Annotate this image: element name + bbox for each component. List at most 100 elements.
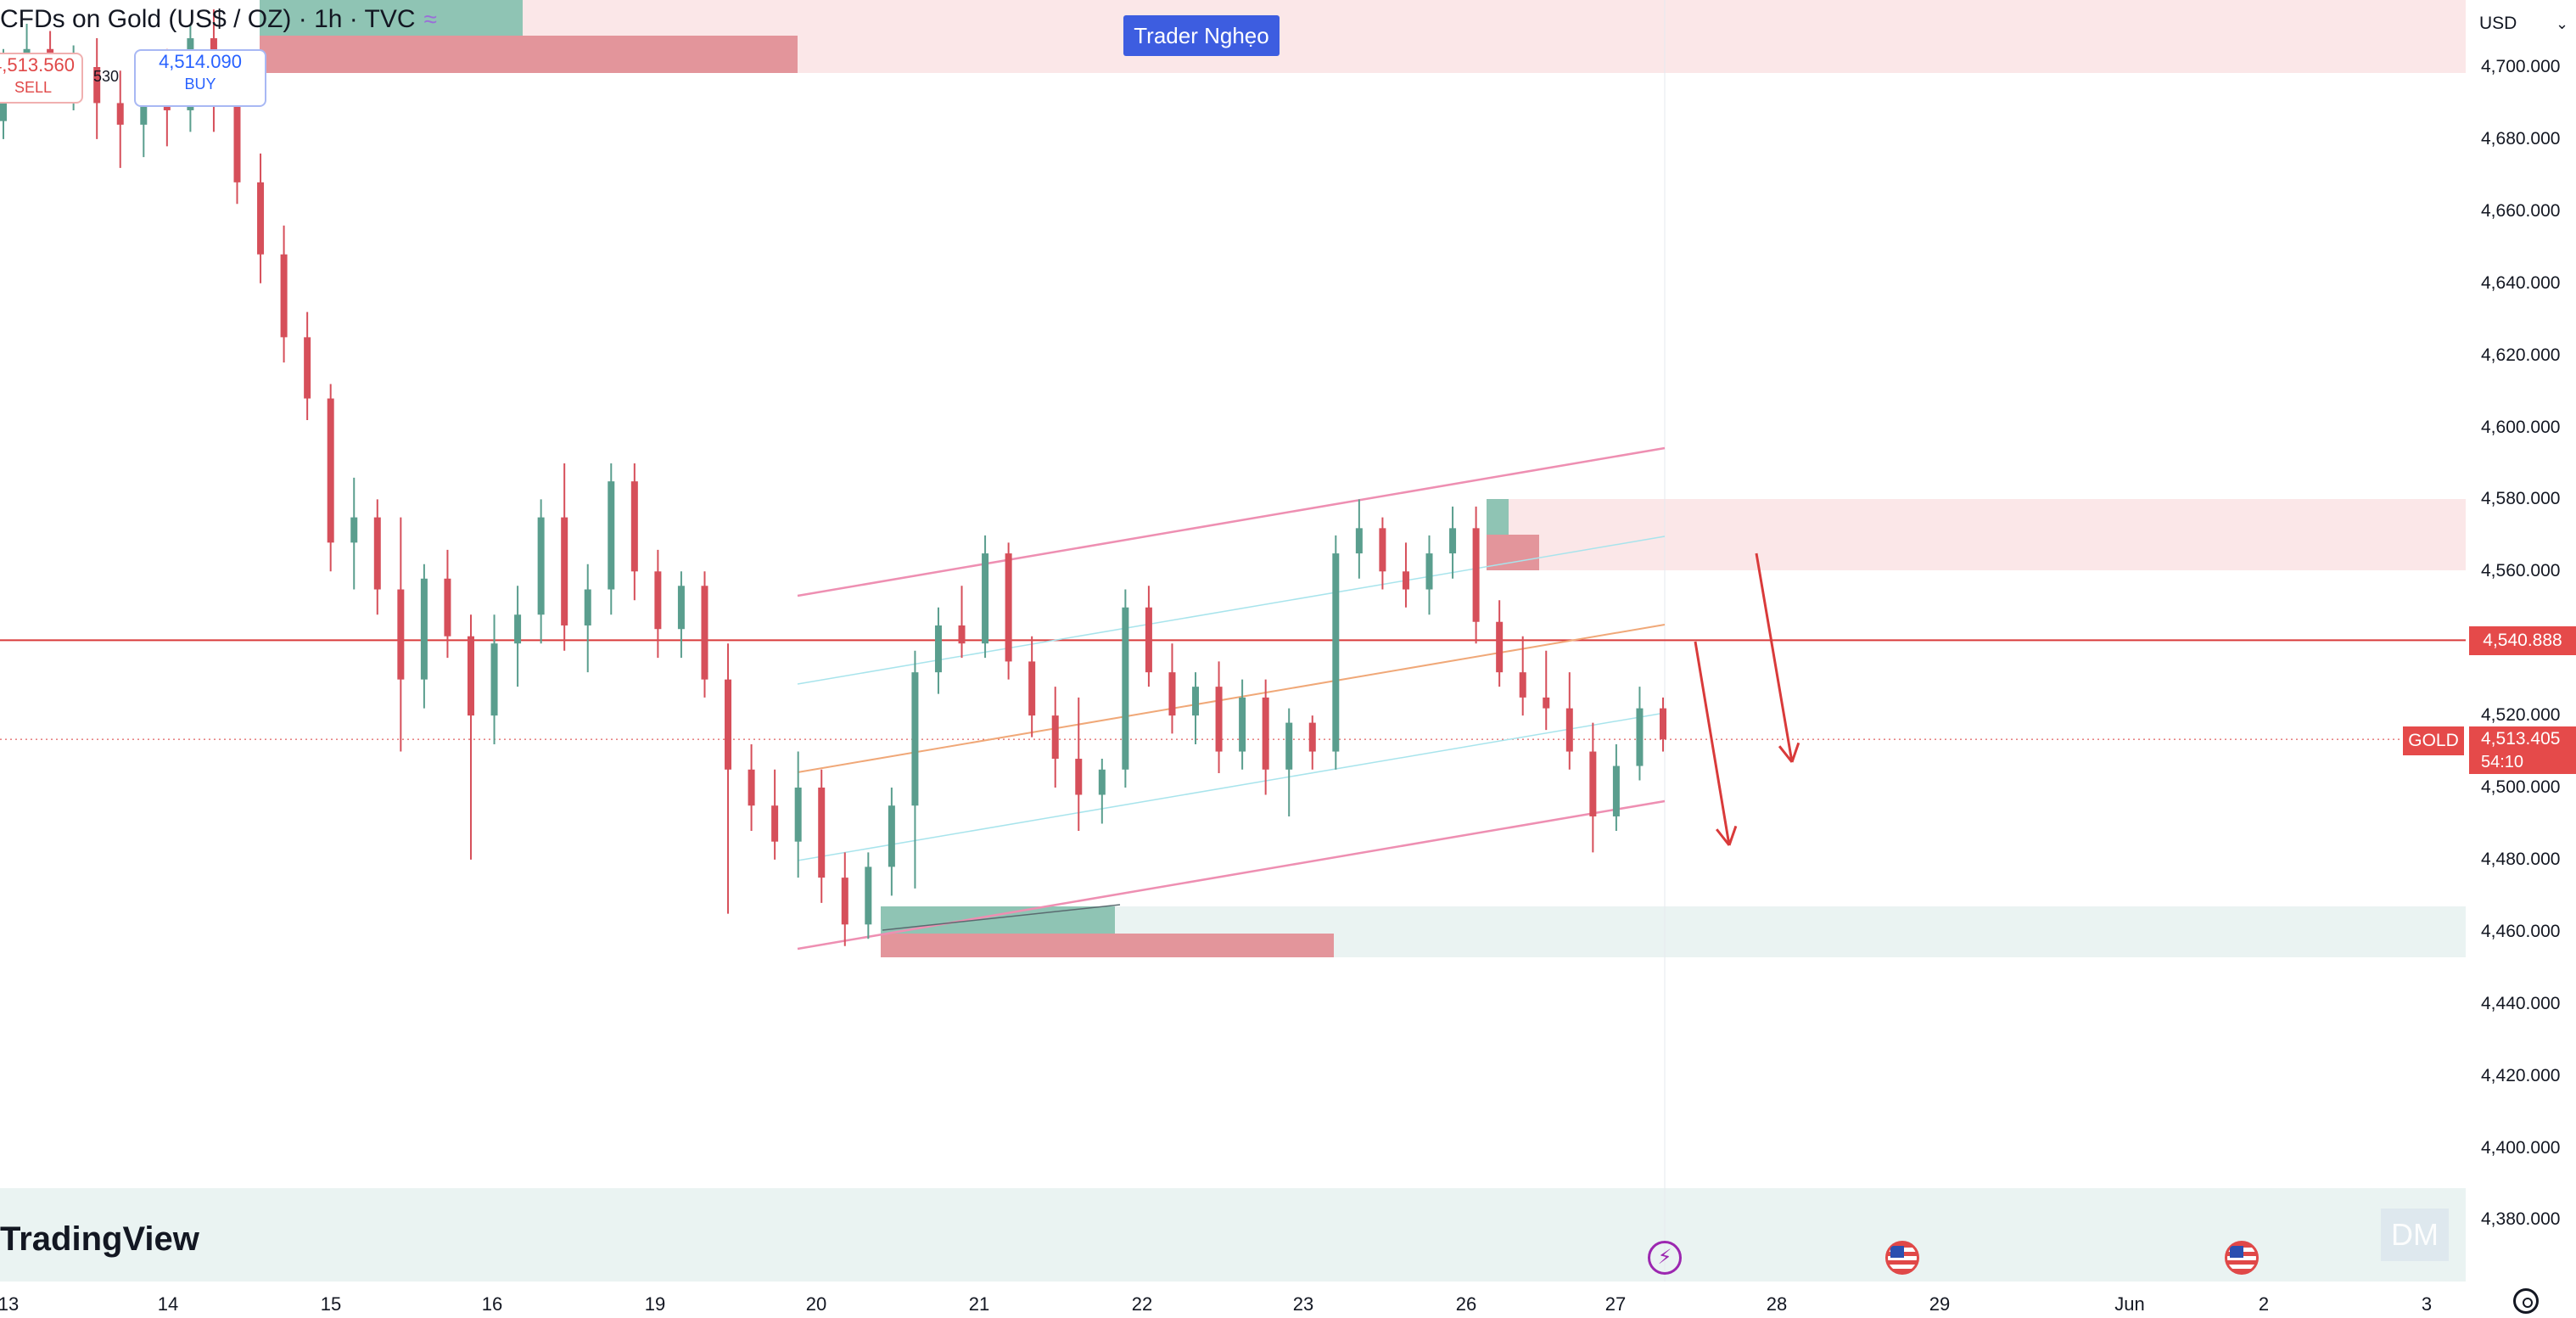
candle-body (982, 553, 989, 644)
candle-body (1332, 553, 1340, 752)
order-block-green-mid (1487, 499, 1509, 535)
candle-body (1379, 528, 1386, 572)
candle (1589, 722, 1597, 853)
candle-body (514, 614, 522, 644)
symbol-header[interactable]: CFDs on Gold (US$ / OZ) · 1h · TVC ≈ (0, 5, 437, 34)
lightning-event-icon[interactable]: ⚡ (1648, 1241, 1682, 1275)
candle (514, 586, 522, 687)
sell-price: 4,513.560 (0, 54, 75, 76)
price-tick-label: 4,660.000 (2481, 200, 2561, 221)
candle (1402, 542, 1409, 608)
candle (1239, 679, 1246, 770)
candle (280, 225, 288, 363)
candle-body (1075, 759, 1083, 795)
watermark-text: TradingView (0, 1220, 199, 1258)
sell-label: SELL (14, 79, 53, 96)
candle-body (1308, 722, 1316, 752)
candle (233, 88, 241, 205)
price-tick-label: 4,440.000 (2481, 993, 2561, 1013)
candle-body (1168, 672, 1176, 716)
time-tick-label: 19 (644, 1293, 666, 1315)
candle-body (818, 788, 826, 878)
candle (934, 607, 942, 694)
order-block-red-mid (1487, 535, 1539, 570)
time-tick-label: 21 (968, 1293, 990, 1315)
channel-inner-upper (797, 536, 1666, 685)
price-tick-label: 4,560.000 (2481, 561, 2561, 581)
time-tick-label: 29 (1929, 1293, 1951, 1315)
channel-midline (797, 624, 1666, 773)
candle-body (1612, 766, 1620, 816)
arrow-head (1716, 828, 1731, 846)
candle-body (1425, 553, 1433, 590)
candle (608, 463, 615, 615)
candle (1425, 535, 1433, 615)
candle-body (841, 878, 848, 925)
currency-selector[interactable]: USD (2479, 14, 2517, 33)
time-tick-label: 2 (2258, 1293, 2270, 1315)
arrow-head (1728, 825, 1738, 846)
candle (1496, 600, 1504, 687)
us-flag-event-icon[interactable] (2225, 1241, 2259, 1275)
candle-body (1496, 621, 1504, 673)
candle-body (608, 481, 615, 590)
candle-body (397, 589, 405, 680)
candle-body (677, 586, 685, 630)
dm-badge[interactable]: DM (2381, 1209, 2449, 1261)
candle (1145, 586, 1152, 687)
candle (841, 852, 848, 946)
price-tick-label: 4,700.000 (2481, 57, 2561, 76)
candle-body (1239, 697, 1246, 752)
us-flag-event-icon[interactable] (1885, 1241, 1919, 1275)
bar-countdown: 54:10 (2481, 753, 2524, 771)
candle (1519, 636, 1526, 716)
supply-zone-mid (1487, 499, 2466, 570)
candle (911, 650, 919, 889)
candle-body (701, 586, 708, 680)
candle-body (1122, 607, 1129, 770)
candle (444, 549, 451, 659)
price-tick-label: 4,640.000 (2481, 272, 2561, 293)
symbol-title: CFDs on Gold (US$ / OZ) · 1h · TVC (0, 5, 416, 33)
candle (701, 571, 708, 698)
chevron-down-icon[interactable]: ⌄ (2556, 15, 2569, 32)
candle (958, 586, 966, 659)
candle (630, 463, 638, 601)
candle-body (1145, 607, 1152, 673)
candle-body (1449, 528, 1457, 554)
candle (1051, 687, 1059, 788)
candle (1449, 506, 1457, 579)
price-tick-label: 4,500.000 (2481, 777, 2561, 797)
candle (397, 517, 405, 752)
sell-button[interactable]: 4,513.560 SELL (0, 53, 83, 104)
brand-tag: Trader Nghẹo (1123, 15, 1280, 56)
candle-body (420, 578, 428, 680)
candle-body (771, 805, 779, 842)
time-tick-label: 22 (1131, 1293, 1153, 1315)
candle-body (1098, 769, 1106, 795)
candle-body (1285, 722, 1293, 770)
channel-upper-line (797, 446, 1666, 597)
price-tick-label: 4,620.000 (2481, 345, 2561, 365)
time-tick-label: 27 (1604, 1293, 1627, 1315)
price-tick-label: 4,480.000 (2481, 849, 2561, 869)
candle-body (958, 625, 966, 644)
buy-button[interactable]: 4,514.090 BUY (134, 49, 266, 107)
candle (1612, 744, 1620, 831)
down-arrow-left (1694, 641, 1738, 846)
candle (304, 311, 311, 421)
price-tick-label: 4,380.000 (2481, 1209, 2561, 1230)
candle-body (350, 517, 358, 543)
candle (350, 477, 358, 590)
candle (537, 499, 545, 644)
channel-inner-lower (797, 712, 1666, 861)
price-tick-label: 4,680.000 (2481, 128, 2561, 149)
candle (1075, 697, 1083, 831)
candle-body (373, 517, 381, 590)
current-price: 4,513.405 (2481, 729, 2561, 749)
candle (865, 852, 872, 939)
candle-body (116, 103, 124, 125)
candle (1543, 650, 1550, 731)
settings-icon[interactable] (2513, 1288, 2539, 1314)
